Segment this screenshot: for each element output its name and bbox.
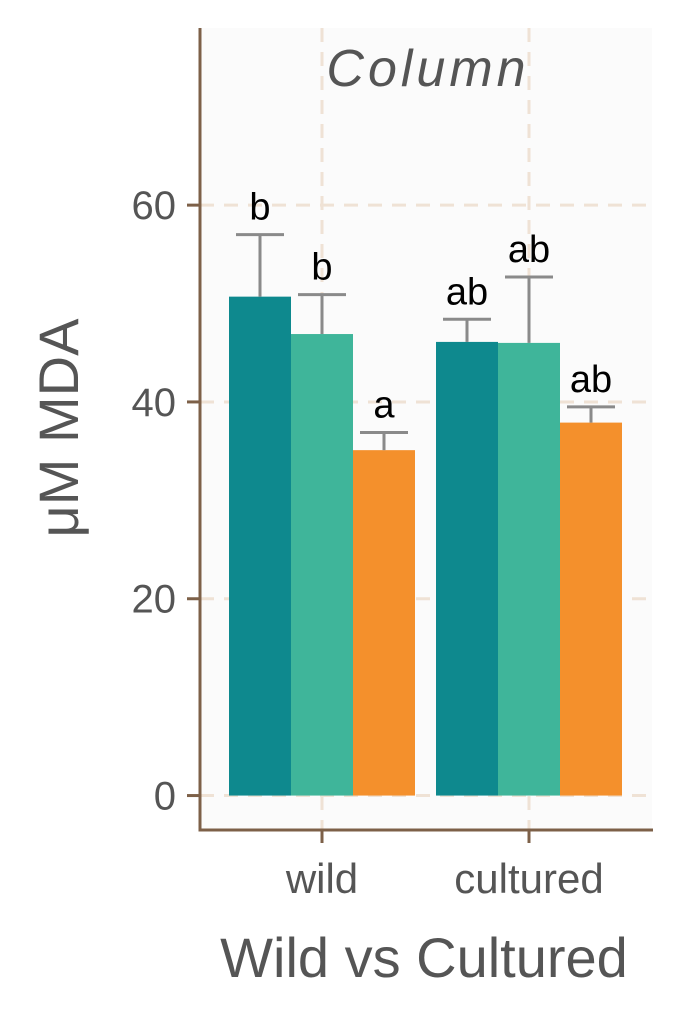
x-axis-title: Wild vs Cultured (220, 926, 628, 989)
bar (291, 334, 353, 796)
significance-label: ab (446, 271, 488, 313)
y-tick-label: 0 (154, 775, 176, 819)
bar (353, 450, 415, 796)
bar (498, 342, 560, 796)
y-axis-title: μM MDA (27, 318, 90, 538)
y-tick-label: 40 (132, 381, 177, 425)
x-tick-label: cultured (454, 855, 603, 902)
y-tick-label: 60 (132, 184, 177, 228)
significance-label: ab (508, 229, 550, 271)
significance-label: b (249, 187, 270, 229)
significance-label: ab (570, 359, 612, 401)
x-tick-label: wild (285, 855, 358, 902)
bar (436, 341, 498, 796)
y-axis-ticks: 0 20 40 60 (132, 184, 200, 819)
x-axis-ticks: wild cultured (285, 830, 604, 902)
y-tick-label: 20 (132, 578, 177, 622)
error-bars (236, 233, 615, 451)
panel-title: Column (326, 40, 529, 98)
significance-labels: b ab b ab a ab (249, 187, 612, 427)
significance-label: a (373, 384, 395, 426)
significance-label: b (311, 247, 332, 289)
bar (229, 296, 291, 796)
bar (560, 422, 622, 796)
bars (229, 296, 622, 796)
